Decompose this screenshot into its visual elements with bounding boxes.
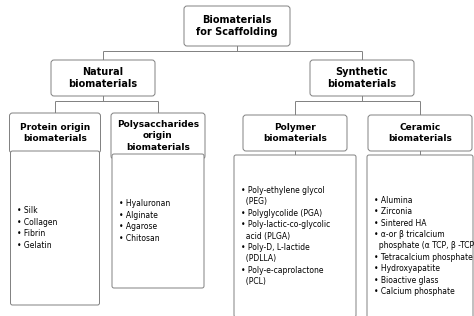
Text: Protein origin
biomaterials: Protein origin biomaterials	[20, 123, 90, 143]
Text: • Hyaluronan
• Alginate
• Agarose
• Chitosan: • Hyaluronan • Alginate • Agarose • Chit…	[119, 199, 170, 243]
FancyBboxPatch shape	[111, 113, 205, 159]
Text: Biomaterials
for Scaffolding: Biomaterials for Scaffolding	[196, 15, 278, 37]
Text: Polymer
biomaterials: Polymer biomaterials	[263, 123, 327, 143]
FancyBboxPatch shape	[243, 115, 347, 151]
FancyBboxPatch shape	[310, 60, 414, 96]
Text: • Alumina
• Zirconia
• Sintered HA
• α-or β tricalcium
  phosphate (α TCP, β -TC: • Alumina • Zirconia • Sintered HA • α-o…	[374, 196, 474, 296]
Text: • Poly-ethylene glycol
  (PEG)
• Polyglycolide (PGA)
• Poly-lactic-co-glycolic
 : • Poly-ethylene glycol (PEG) • Polyglyco…	[241, 186, 330, 286]
Text: Polysaccharides
origin
biomaterials: Polysaccharides origin biomaterials	[117, 120, 199, 152]
FancyBboxPatch shape	[368, 115, 472, 151]
FancyBboxPatch shape	[367, 155, 473, 316]
FancyBboxPatch shape	[10, 151, 100, 305]
FancyBboxPatch shape	[234, 155, 356, 316]
FancyBboxPatch shape	[51, 60, 155, 96]
FancyBboxPatch shape	[112, 154, 204, 288]
Text: Synthetic
biomaterials: Synthetic biomaterials	[328, 67, 397, 89]
FancyBboxPatch shape	[9, 113, 100, 153]
Text: Ceramic
biomaterials: Ceramic biomaterials	[388, 123, 452, 143]
Text: • Silk
• Collagen
• Fibrin
• Gelatin: • Silk • Collagen • Fibrin • Gelatin	[18, 206, 58, 250]
Text: Natural
biomaterials: Natural biomaterials	[68, 67, 137, 89]
FancyBboxPatch shape	[184, 6, 290, 46]
